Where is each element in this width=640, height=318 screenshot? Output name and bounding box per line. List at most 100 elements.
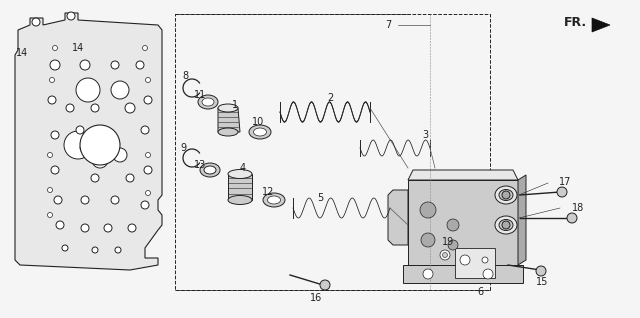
Circle shape	[76, 78, 100, 102]
Circle shape	[145, 153, 150, 157]
Circle shape	[442, 252, 447, 258]
Polygon shape	[228, 174, 252, 200]
Text: 14: 14	[72, 43, 84, 53]
Polygon shape	[455, 248, 495, 278]
Text: 2: 2	[327, 93, 333, 103]
Circle shape	[125, 103, 135, 113]
Circle shape	[52, 45, 58, 51]
Text: 9: 9	[180, 143, 186, 153]
Polygon shape	[592, 18, 610, 32]
Circle shape	[47, 188, 52, 192]
Text: 7: 7	[385, 20, 391, 30]
Text: 6: 6	[477, 287, 483, 297]
Circle shape	[80, 143, 90, 153]
Polygon shape	[388, 190, 408, 245]
Ellipse shape	[499, 190, 513, 201]
Ellipse shape	[228, 169, 252, 178]
Circle shape	[56, 221, 64, 229]
Circle shape	[80, 125, 120, 165]
Text: 18: 18	[572, 203, 584, 213]
Circle shape	[141, 201, 149, 209]
Text: 16: 16	[310, 293, 322, 303]
Circle shape	[81, 196, 89, 204]
Circle shape	[54, 196, 62, 204]
Text: 12: 12	[262, 187, 274, 197]
Text: 14: 14	[16, 48, 28, 58]
Text: 17: 17	[559, 177, 571, 187]
Ellipse shape	[200, 163, 220, 177]
Circle shape	[448, 240, 458, 250]
Polygon shape	[15, 13, 162, 270]
Circle shape	[567, 213, 577, 223]
Text: 8: 8	[182, 71, 188, 81]
Circle shape	[91, 174, 99, 182]
Circle shape	[145, 78, 150, 82]
Ellipse shape	[204, 166, 216, 174]
Circle shape	[483, 269, 493, 279]
Text: 15: 15	[536, 277, 548, 287]
Text: 1: 1	[232, 100, 238, 110]
Ellipse shape	[263, 193, 285, 207]
Polygon shape	[403, 265, 523, 283]
Ellipse shape	[198, 95, 218, 109]
Circle shape	[48, 96, 56, 104]
Circle shape	[460, 255, 470, 265]
Text: 3: 3	[422, 130, 428, 140]
Polygon shape	[518, 175, 526, 265]
Circle shape	[32, 18, 40, 26]
Circle shape	[51, 131, 59, 139]
Circle shape	[502, 191, 510, 199]
Circle shape	[111, 61, 119, 69]
Circle shape	[136, 61, 144, 69]
Circle shape	[536, 266, 546, 276]
Circle shape	[128, 224, 136, 232]
Circle shape	[126, 174, 134, 182]
Circle shape	[80, 60, 90, 70]
Circle shape	[51, 166, 59, 174]
Circle shape	[482, 257, 488, 263]
Circle shape	[143, 45, 147, 51]
Circle shape	[111, 81, 129, 99]
Polygon shape	[408, 180, 518, 265]
Circle shape	[62, 245, 68, 251]
Text: 4: 4	[240, 163, 246, 173]
Polygon shape	[408, 170, 518, 180]
Circle shape	[447, 219, 459, 231]
Circle shape	[66, 104, 74, 112]
Ellipse shape	[268, 196, 280, 204]
Circle shape	[91, 104, 99, 112]
Circle shape	[420, 202, 436, 218]
Text: 13: 13	[194, 160, 206, 170]
Circle shape	[145, 190, 150, 196]
Ellipse shape	[228, 196, 252, 204]
Text: 5: 5	[317, 193, 323, 203]
Circle shape	[47, 153, 52, 157]
Circle shape	[141, 126, 149, 134]
Ellipse shape	[218, 104, 238, 112]
Circle shape	[144, 96, 152, 104]
Ellipse shape	[495, 186, 517, 204]
Text: 19: 19	[442, 237, 454, 247]
Ellipse shape	[202, 98, 214, 106]
Circle shape	[47, 212, 52, 218]
Circle shape	[50, 60, 60, 70]
Circle shape	[92, 247, 98, 253]
Ellipse shape	[495, 216, 517, 234]
Ellipse shape	[218, 128, 238, 136]
Circle shape	[557, 187, 567, 197]
Ellipse shape	[253, 128, 266, 136]
Circle shape	[115, 247, 121, 253]
Circle shape	[423, 269, 433, 279]
Circle shape	[111, 196, 119, 204]
Circle shape	[104, 224, 112, 232]
Text: 10: 10	[252, 117, 264, 127]
Ellipse shape	[499, 219, 513, 231]
Circle shape	[105, 143, 115, 153]
Circle shape	[421, 233, 435, 247]
Circle shape	[502, 221, 510, 229]
Circle shape	[49, 78, 54, 82]
Text: 11: 11	[194, 90, 206, 100]
Text: FR.: FR.	[563, 16, 587, 29]
Circle shape	[76, 126, 84, 134]
Circle shape	[64, 131, 92, 159]
